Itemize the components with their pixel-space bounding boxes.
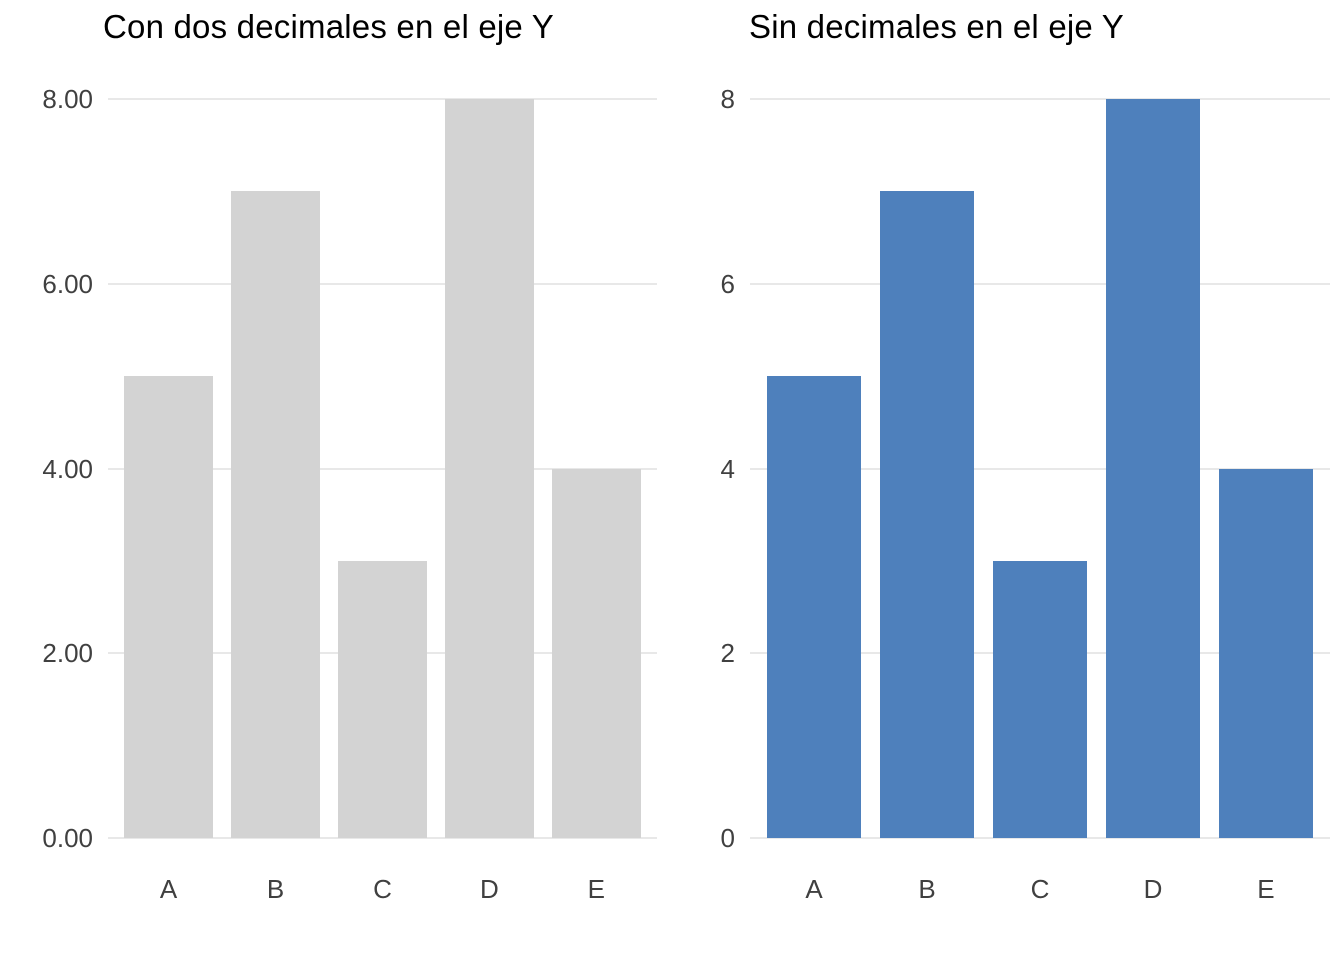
y-tick-label: 4.00 bbox=[42, 453, 93, 484]
x-axis: A B C D E bbox=[750, 876, 1330, 902]
x-tick-label: D bbox=[1143, 874, 1163, 904]
bar-C bbox=[337, 560, 428, 838]
x-tick-label: E bbox=[1257, 874, 1275, 904]
gridline bbox=[108, 98, 657, 100]
bar-A bbox=[766, 376, 862, 838]
y-tick-label: 8 bbox=[720, 84, 735, 114]
chart-panel-left: Con dos decimales en el eje Y A B C D E 0.00… bbox=[42, 8, 657, 902]
x-tick-label: C bbox=[373, 874, 392, 904]
x-axis: A B C D E bbox=[108, 876, 657, 902]
bar-D bbox=[1105, 99, 1201, 838]
gridline bbox=[750, 467, 1330, 470]
y-tick-label: 2.00 bbox=[42, 638, 93, 669]
x-tick-label: A bbox=[159, 874, 178, 904]
gridline bbox=[750, 282, 1330, 285]
y-tick-label: 8.00 bbox=[42, 84, 93, 114]
bar-D bbox=[444, 99, 535, 838]
y-tick-label: 6.00 bbox=[42, 268, 93, 299]
plot-area: A B C D E 0.00 2.00 4.00 6.00 8.00 bbox=[42, 86, 657, 902]
bars bbox=[108, 99, 657, 838]
chart-panel-right: Sin decimales en el eje Y A B C D E 0 2 4 6 8 bbox=[672, 0, 1344, 960]
bar-B bbox=[879, 191, 975, 838]
y-tick-label: 0.00 bbox=[42, 823, 93, 853]
gridline bbox=[108, 282, 657, 285]
x-tick-label: A bbox=[805, 874, 823, 904]
bar-E bbox=[1218, 468, 1314, 838]
x-tick-label: D bbox=[480, 874, 499, 904]
gridline bbox=[750, 837, 1330, 839]
x-tick-label: B bbox=[918, 874, 936, 904]
x-tick-label: E bbox=[587, 874, 606, 904]
y-tick-label: 6 bbox=[720, 268, 735, 299]
y-tick-label: 0 bbox=[720, 823, 735, 853]
bar-C bbox=[992, 560, 1088, 838]
gridline bbox=[108, 467, 657, 470]
chart-title: Sin decimales en el eje Y bbox=[749, 8, 1124, 45]
x-tick-label: B bbox=[266, 874, 285, 904]
bar-B bbox=[230, 191, 321, 838]
bar-E bbox=[551, 468, 642, 838]
y-tick-label: 4 bbox=[720, 453, 735, 484]
chart-title: Con dos decimales en el eje Y bbox=[103, 8, 554, 45]
y-tick-label: 2 bbox=[720, 638, 735, 669]
bar-A bbox=[123, 376, 214, 838]
gridline bbox=[108, 837, 657, 839]
x-tick-label: C bbox=[1030, 874, 1050, 904]
plot-area: A B C D E 0 2 4 6 8 bbox=[721, 86, 1330, 902]
bars bbox=[750, 99, 1330, 838]
gridline bbox=[750, 98, 1330, 100]
